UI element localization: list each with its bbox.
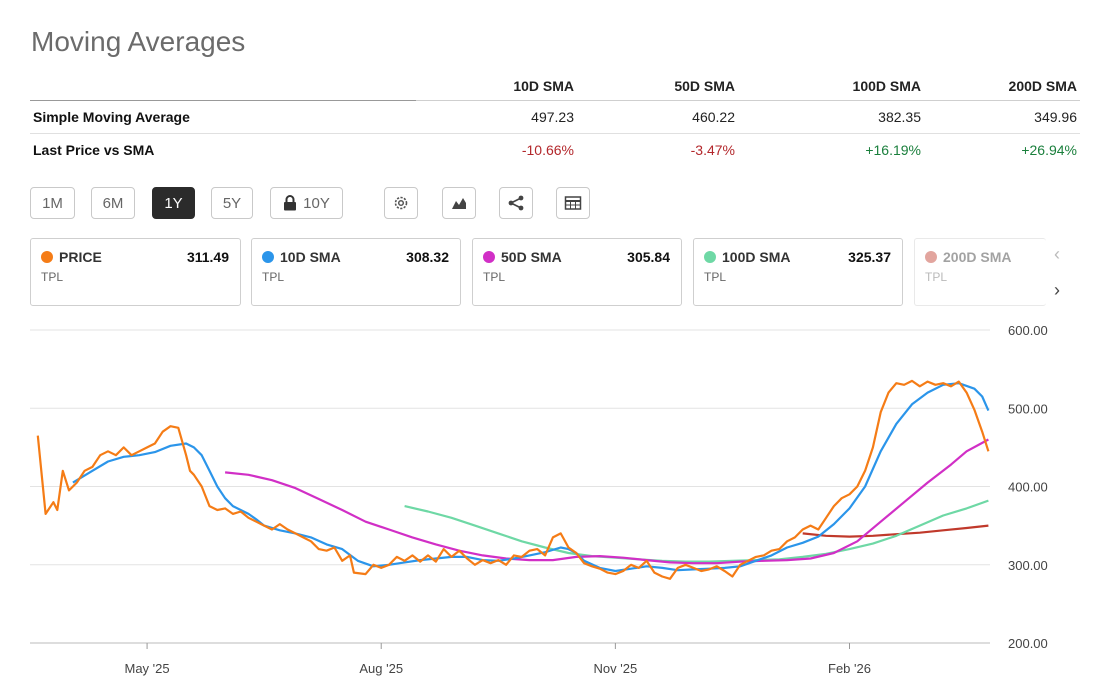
table-row: Simple Moving Average 497.23 460.22 382.… <box>30 100 1080 134</box>
page-title: Moving Averages <box>31 26 246 57</box>
legend-name: 50D SMA <box>501 249 562 265</box>
table-view-button[interactable] <box>556 187 590 219</box>
legend-value: 311.49 <box>186 249 229 265</box>
table-cell: -10.66% <box>521 142 574 158</box>
y-tick-label: 400.00 <box>1008 480 1048 495</box>
chart-type-icon <box>452 198 466 209</box>
legend-name: 100D SMA <box>722 249 791 265</box>
y-tick-label: 500.00 <box>1008 401 1048 416</box>
y-tick-label: 300.00 <box>1008 558 1048 573</box>
price-dot-icon <box>41 251 53 263</box>
settings-button[interactable] <box>384 187 418 219</box>
table-cell: +26.94% <box>1021 142 1077 158</box>
legend-name: PRICE <box>59 249 102 265</box>
table-cell: +16.19% <box>865 142 921 158</box>
x-tick-label: May '25 <box>125 661 170 676</box>
table-header-10d: 10D SMA <box>416 76 577 101</box>
legend-name: 10D SMA <box>280 249 341 265</box>
legend-ticker: TPL <box>41 270 64 284</box>
table-header-200d: 200D SMA <box>924 76 1080 101</box>
lock-icon <box>284 195 297 211</box>
table-cell: 497.23 <box>416 100 577 134</box>
table-cell: 382.35 <box>738 100 924 134</box>
legend-ticker: TPL <box>704 270 727 284</box>
period-button-6m[interactable]: 6M <box>91 187 135 219</box>
x-tick-label: Aug '25 <box>359 661 403 676</box>
series-line-10d-sma <box>72 382 990 573</box>
legend-ticker: TPL <box>925 270 948 284</box>
y-tick-label: 600.00 <box>1008 323 1048 338</box>
table-cell: -3.47% <box>690 142 735 158</box>
legend-card-10d[interactable]: 10D SMA 308.32 TPL <box>251 238 461 306</box>
table-cell: 349.96 <box>924 100 1080 134</box>
y-tick-label: 200.00 <box>1008 636 1048 651</box>
period-button-1y[interactable]: 1Y <box>152 187 195 219</box>
table-header-50d: 50D SMA <box>577 76 738 101</box>
row-label: Simple Moving Average <box>30 100 416 134</box>
moving-averages-chart: 600.00 500.00 400.00 300.00 200.00 May '25 Aug… <box>30 323 1048 676</box>
sma-table: 10D SMA 50D SMA 100D SMA 200D SMA Simple… <box>30 76 1080 166</box>
sma10-dot-icon <box>262 251 274 263</box>
sma50-dot-icon <box>483 251 495 263</box>
period-label-10y: 10Y <box>303 194 330 212</box>
share-icon <box>508 195 524 211</box>
scroll-prev-arrow[interactable]: ‹ <box>1054 244 1060 264</box>
table-row: Last Price vs SMA -10.66% -3.47% +16.19%… <box>30 134 1080 167</box>
sma100-dot-icon <box>704 251 716 263</box>
period-button-5y[interactable]: 5Y <box>211 187 253 219</box>
x-tick-label: Feb '26 <box>828 661 871 676</box>
table-header-100d: 100D SMA <box>738 76 924 101</box>
share-button[interactable] <box>499 187 533 219</box>
series-line-50d-sma <box>224 438 989 565</box>
row-label: Last Price vs SMA <box>33 142 155 158</box>
legend-value: 308.32 <box>406 249 449 265</box>
sma200-dot-icon <box>925 251 937 263</box>
legend-ticker: TPL <box>483 270 506 284</box>
series-line-200d-sma <box>802 524 989 538</box>
chart-type-button[interactable] <box>442 187 476 219</box>
legend-card-price[interactable]: PRICE 311.49 TPL <box>30 238 241 306</box>
legend-card-100d[interactable]: 100D SMA 325.37 TPL <box>693 238 903 306</box>
period-button-10y[interactable]: 10Y <box>270 187 343 219</box>
table-icon <box>564 196 582 210</box>
legend-name: 200D SMA <box>943 249 1012 265</box>
table-header-blank <box>30 76 416 101</box>
x-tick-label: Nov '25 <box>594 661 638 676</box>
period-button-1m[interactable]: 1M <box>30 187 75 219</box>
legend-ticker: TPL <box>262 270 285 284</box>
legend-card-200d[interactable]: 200D SMA TPL <box>914 238 1046 306</box>
settings-icon <box>394 196 408 210</box>
series-line-price <box>36 379 990 580</box>
table-cell: 460.22 <box>577 100 738 134</box>
legend-card-50d[interactable]: 50D SMA 305.84 TPL <box>472 238 682 306</box>
scroll-next-arrow[interactable]: › <box>1054 280 1060 300</box>
legend-value: 305.84 <box>627 249 670 265</box>
legend-value: 325.37 <box>848 249 891 265</box>
series-line-100d-sma <box>404 499 989 563</box>
